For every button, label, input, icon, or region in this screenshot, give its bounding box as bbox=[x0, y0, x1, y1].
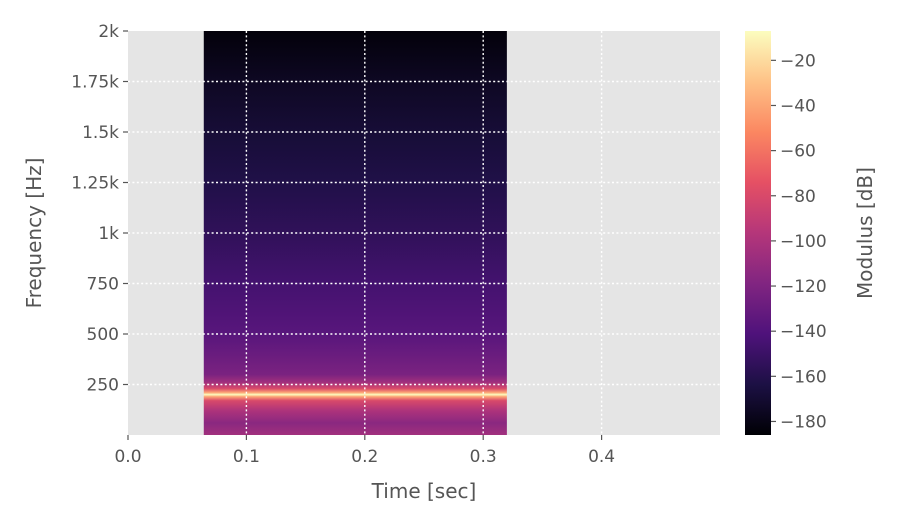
x-tick-label: 0.4 bbox=[588, 447, 615, 467]
x-tick-label: 0.2 bbox=[351, 447, 378, 467]
y-axis-label: Frequency [Hz] bbox=[22, 158, 46, 309]
colorbar bbox=[745, 31, 771, 435]
y-tick-label: 500 bbox=[87, 325, 119, 345]
y-tick-label: 1.25k bbox=[71, 174, 119, 194]
y-tick-label: 1.75k bbox=[71, 73, 119, 93]
colorbar-tick-label: −120 bbox=[780, 277, 827, 297]
colorbar-tick-label: −40 bbox=[780, 96, 816, 116]
x-tick-label: 0.3 bbox=[470, 447, 497, 467]
colorbar-tick-label: −180 bbox=[780, 412, 827, 432]
colorbar-label: Modulus [dB] bbox=[853, 167, 877, 299]
axis-ticks: 0.0 0.1 0.2 0.3 0.4 250 500 750 1k 1.25k 1.5k 1.75k… bbox=[71, 22, 615, 467]
colorbar-tick-label: −60 bbox=[780, 142, 816, 162]
spectrogram-image bbox=[203, 31, 507, 435]
colorbar-tick-label: −80 bbox=[780, 187, 816, 207]
x-tick-label: 0.0 bbox=[114, 447, 141, 467]
colorbar-tick-label: −160 bbox=[780, 367, 827, 387]
x-axis-label: Time [sec] bbox=[371, 479, 477, 503]
x-tick-label: 0.1 bbox=[233, 447, 260, 467]
y-tick-label: 250 bbox=[87, 376, 119, 396]
colorbar-tick-label: −20 bbox=[780, 51, 816, 71]
colorbar-tick-label: −140 bbox=[780, 322, 827, 342]
y-tick-label: 2k bbox=[98, 22, 119, 42]
colorbar-ticks: −20 −40 −60 −80 −100 −120 −140 −160 −180 bbox=[771, 51, 827, 432]
y-tick-label: 1.5k bbox=[82, 123, 119, 143]
y-tick-label: 1k bbox=[98, 224, 119, 244]
y-tick-label: 750 bbox=[87, 275, 119, 295]
colorbar-tick-label: −100 bbox=[780, 232, 827, 252]
grid-lines bbox=[128, 31, 720, 435]
